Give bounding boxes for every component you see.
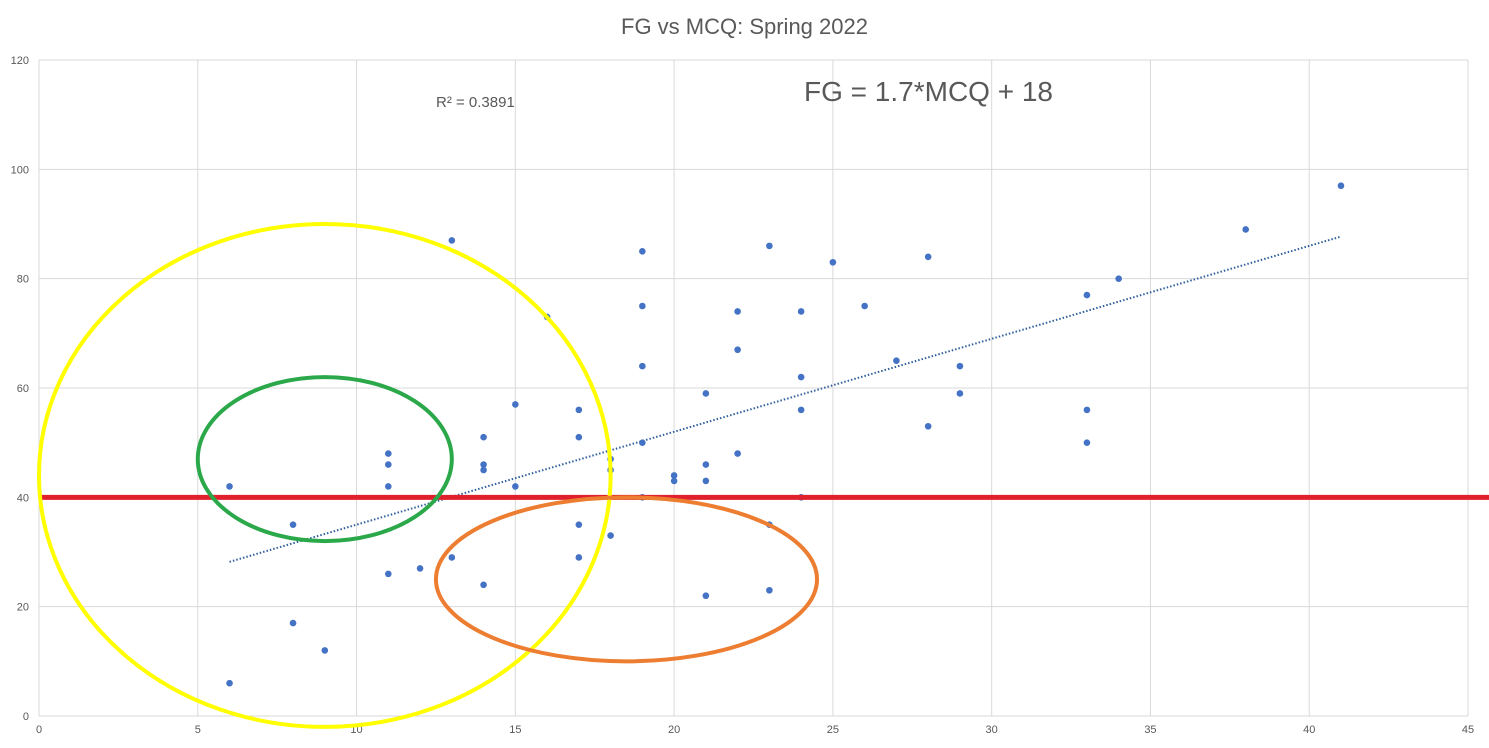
data-point — [797, 406, 805, 414]
y-tick-label: 40 — [17, 492, 29, 504]
data-point — [1083, 439, 1091, 446]
data-point — [289, 619, 297, 627]
data-point — [480, 461, 487, 468]
data-point — [734, 346, 741, 354]
data-point — [797, 373, 805, 381]
data-point — [639, 248, 646, 255]
chart-title: FG vs MCQ: Spring 2022 — [621, 14, 868, 39]
data-point — [1083, 406, 1091, 414]
y-tick-label: 20 — [17, 602, 29, 614]
grid-lines — [38, 59, 1469, 717]
data-point — [670, 472, 678, 479]
x-tick-label: 5 — [195, 724, 201, 736]
data-point — [448, 237, 456, 244]
data-point — [924, 253, 932, 261]
data-point — [575, 433, 583, 441]
data-point — [480, 581, 487, 589]
data-point — [829, 258, 837, 266]
x-tick-label: 0 — [36, 724, 42, 736]
data-point — [956, 362, 964, 370]
data-point — [226, 483, 233, 490]
data-point — [1337, 182, 1345, 190]
data-point — [575, 406, 583, 414]
data-point — [575, 554, 583, 561]
annotation-ellipse — [195, 375, 454, 544]
x-tick-label: 30 — [986, 724, 998, 736]
y-tick-label: 60 — [17, 383, 29, 395]
data-points — [226, 182, 1345, 687]
y-tick-label: 120 — [11, 55, 29, 67]
data-point — [385, 461, 392, 468]
x-tick-label: 45 — [1462, 724, 1474, 736]
data-point — [734, 450, 741, 457]
x-tick-label: 40 — [1303, 724, 1315, 736]
annotation-ellipse — [37, 222, 613, 729]
trendline-layer — [229, 235, 1342, 563]
data-point — [480, 433, 487, 441]
data-point — [607, 532, 614, 539]
data-point — [1083, 291, 1091, 299]
data-point — [893, 357, 900, 364]
data-point — [448, 554, 456, 561]
data-point — [702, 592, 710, 600]
annotation-ellipse — [433, 495, 820, 664]
data-point — [670, 477, 678, 485]
data-point — [639, 439, 646, 446]
regression-equation-label: FG = 1.7*MCQ + 18 — [804, 76, 1053, 107]
data-point — [1242, 226, 1250, 233]
trendline — [229, 235, 1342, 563]
data-point — [766, 586, 773, 594]
data-point — [702, 390, 710, 397]
x-tick-label: 15 — [509, 724, 521, 736]
annotation-ellipses — [37, 222, 820, 729]
r-squared-label: R² = 0.3891 — [436, 94, 515, 111]
data-point — [226, 679, 233, 687]
data-point — [639, 362, 646, 370]
data-point — [512, 401, 519, 408]
data-point — [385, 450, 392, 457]
data-point — [321, 647, 329, 654]
data-point — [480, 466, 487, 474]
data-point — [861, 302, 868, 310]
data-point — [766, 242, 773, 250]
data-point — [385, 570, 392, 578]
data-point — [512, 483, 519, 490]
data-point — [734, 308, 741, 315]
data-point — [289, 521, 297, 528]
data-point — [416, 565, 424, 572]
x-tick-label: 25 — [827, 724, 839, 736]
x-tick-label: 20 — [668, 724, 680, 736]
data-point — [1115, 275, 1122, 282]
data-point — [956, 390, 964, 397]
data-point — [702, 477, 710, 485]
data-point — [639, 302, 646, 310]
data-point — [385, 483, 392, 490]
x-tick-label: 35 — [1144, 724, 1156, 736]
y-tick-label: 100 — [11, 164, 29, 176]
y-tick-label: 80 — [17, 274, 29, 286]
y-tick-label: 0 — [23, 711, 29, 723]
data-point — [924, 422, 932, 430]
data-point — [575, 521, 583, 528]
data-point — [797, 308, 805, 315]
data-point — [702, 461, 710, 468]
